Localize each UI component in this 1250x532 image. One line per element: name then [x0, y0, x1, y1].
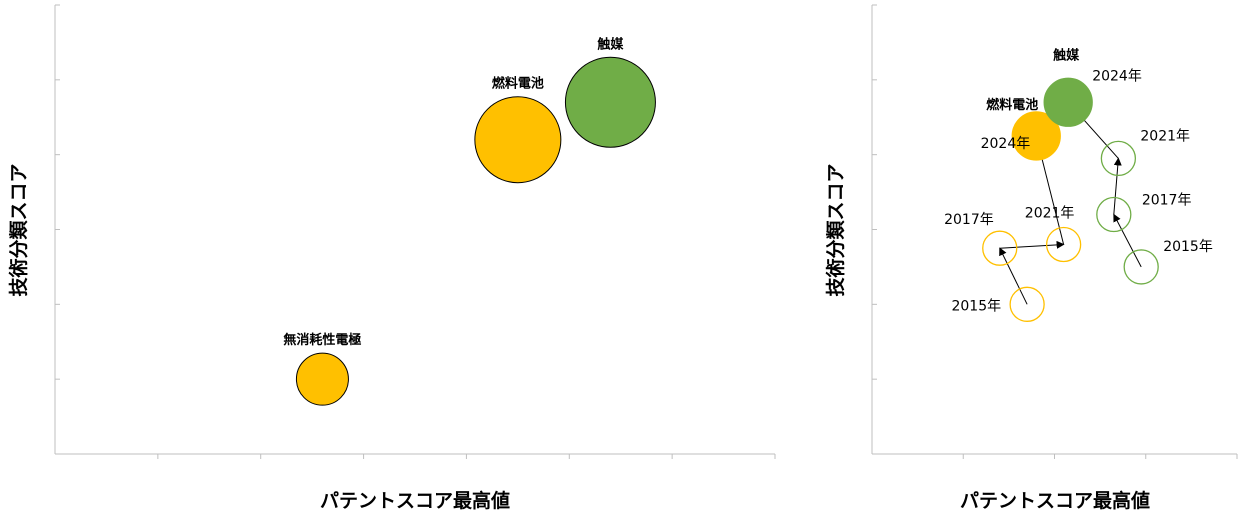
left-axis-ticks	[55, 4, 776, 459]
series-label: 燃料電池	[986, 97, 1038, 113]
year-label: 2024年	[1092, 68, 1142, 84]
current-year-point	[1043, 77, 1093, 127]
right-x-axis-title: パテントスコア最高値	[960, 489, 1150, 512]
year-label: 2017年	[944, 212, 994, 228]
past-year-point	[1045, 226, 1082, 263]
year-label: 2021年	[1025, 205, 1075, 221]
series-label: 触媒	[1052, 47, 1080, 63]
year-label: 2015年	[951, 298, 1001, 314]
left-y-axis-title: 技術分類スコア	[7, 163, 30, 296]
trajectory-arrow	[1113, 157, 1122, 215]
year-label: 2015年	[1163, 239, 1213, 255]
right-axis-ticks	[872, 4, 1238, 459]
past-year-point	[1096, 196, 1132, 233]
year-label: 2017年	[1142, 193, 1192, 209]
past-year-point	[1009, 286, 1045, 322]
bubble-label: 燃料電池	[492, 76, 544, 92]
bubble	[295, 352, 349, 406]
bubble-label: 無消耗性電極	[283, 332, 361, 348]
trajectory-arrow	[999, 247, 1028, 305]
trajectory-arrow	[999, 240, 1065, 249]
past-year-point	[1123, 249, 1159, 285]
year-label: 2021年	[1140, 128, 1190, 144]
right-y-axis-title: 技術分類スコア	[824, 163, 847, 296]
current-year-point	[1011, 111, 1061, 161]
bubble	[474, 96, 562, 184]
bubble	[564, 56, 656, 148]
year-label: 2024年	[981, 136, 1031, 152]
left-x-axis-title: パテントスコア最高値	[320, 489, 510, 512]
trajectory-arrow	[1113, 213, 1142, 268]
past-year-point	[1100, 140, 1137, 177]
past-year-point	[982, 230, 1018, 266]
bubble-label: 触媒	[596, 36, 624, 52]
